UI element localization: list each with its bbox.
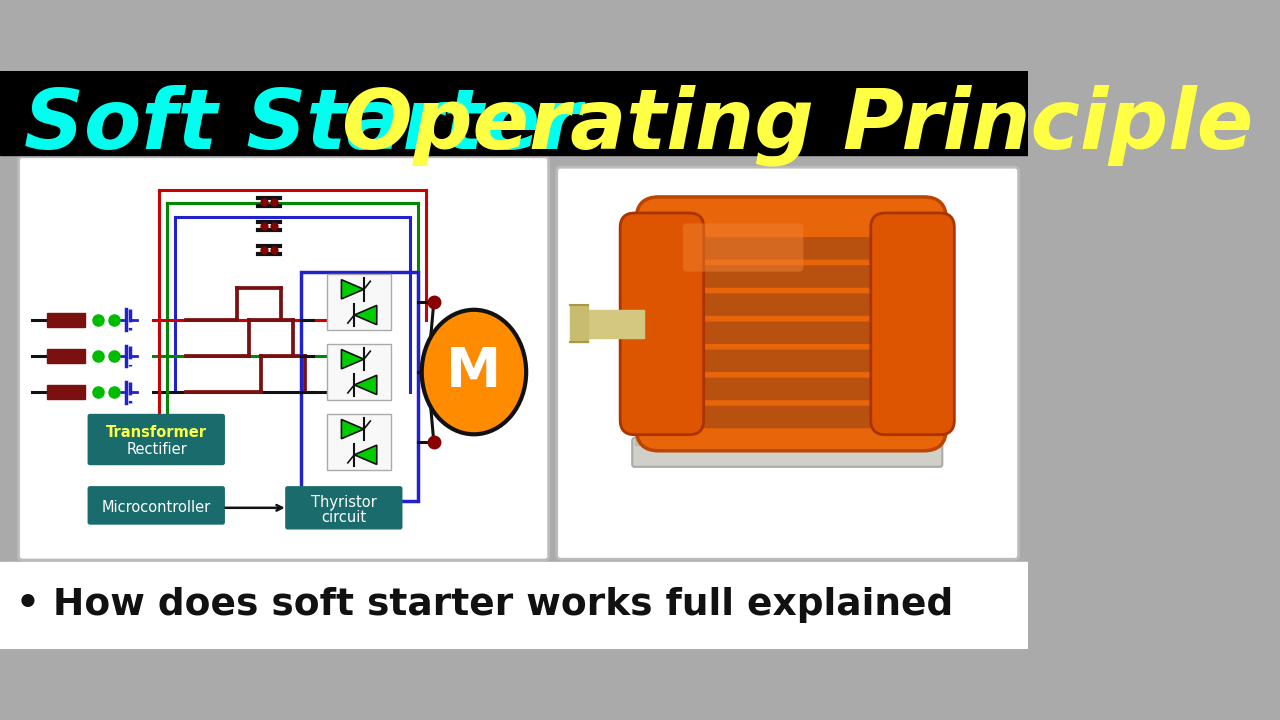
Text: Rectifier: Rectifier xyxy=(127,443,187,457)
Text: circuit: circuit xyxy=(321,510,366,525)
Bar xyxy=(326,414,392,470)
Text: • How does soft starter works full explained: • How does soft starter works full expla… xyxy=(17,587,954,623)
Bar xyxy=(326,274,392,330)
Bar xyxy=(46,385,86,400)
FancyBboxPatch shape xyxy=(682,378,901,400)
Bar xyxy=(326,344,392,400)
Text: Operating Principle: Operating Principle xyxy=(314,85,1253,166)
FancyBboxPatch shape xyxy=(557,167,1019,559)
FancyBboxPatch shape xyxy=(870,213,955,435)
FancyBboxPatch shape xyxy=(87,414,225,465)
Bar xyxy=(579,310,644,338)
FancyBboxPatch shape xyxy=(682,223,804,271)
Polygon shape xyxy=(342,349,364,369)
FancyBboxPatch shape xyxy=(698,423,813,444)
Polygon shape xyxy=(342,420,364,438)
FancyBboxPatch shape xyxy=(632,438,942,467)
Text: Microcontroller: Microcontroller xyxy=(102,500,211,515)
Polygon shape xyxy=(355,445,376,464)
Bar xyxy=(0,562,1028,649)
FancyBboxPatch shape xyxy=(682,265,901,288)
FancyBboxPatch shape xyxy=(682,406,901,428)
FancyBboxPatch shape xyxy=(682,349,901,372)
FancyBboxPatch shape xyxy=(285,486,402,529)
FancyBboxPatch shape xyxy=(87,486,225,525)
Bar xyxy=(635,432,940,445)
Text: Thyristor: Thyristor xyxy=(311,495,376,510)
FancyBboxPatch shape xyxy=(682,321,901,344)
FancyBboxPatch shape xyxy=(682,293,901,316)
Bar xyxy=(0,71,1028,155)
FancyBboxPatch shape xyxy=(621,213,704,435)
Polygon shape xyxy=(355,305,376,325)
FancyBboxPatch shape xyxy=(636,197,946,451)
Bar xyxy=(571,305,588,342)
Polygon shape xyxy=(355,375,376,395)
Bar xyxy=(301,271,417,500)
Bar xyxy=(46,348,86,363)
FancyBboxPatch shape xyxy=(682,237,901,260)
Text: M: M xyxy=(447,345,502,399)
Bar xyxy=(46,312,86,327)
Text: Soft Starter: Soft Starter xyxy=(24,85,581,166)
Ellipse shape xyxy=(421,310,526,434)
FancyBboxPatch shape xyxy=(18,157,549,560)
Polygon shape xyxy=(342,279,364,299)
Text: Transformer: Transformer xyxy=(106,425,207,440)
